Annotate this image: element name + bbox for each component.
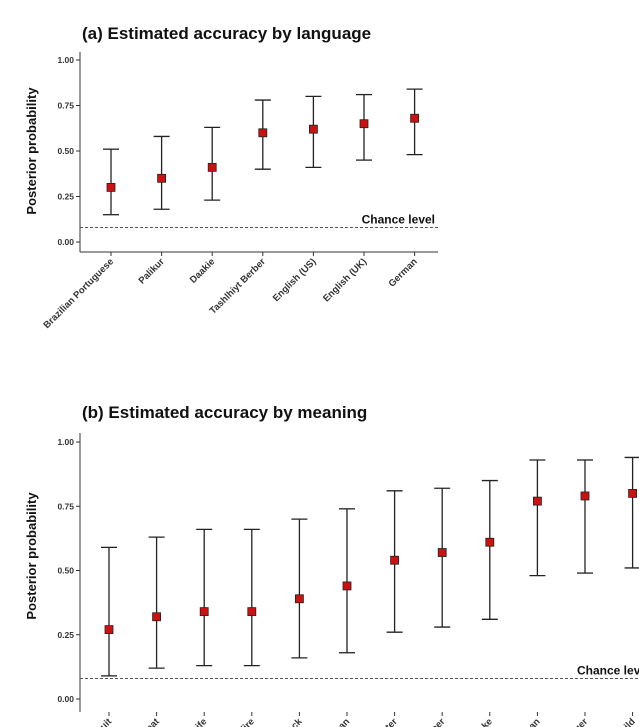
x-tick-label: knife <box>186 716 209 727</box>
panel-b-y-axis-label: Posterior probability <box>24 492 39 620</box>
y-tick-label: 0.25 <box>57 192 74 202</box>
panel-a-y-ticks: 0.00 0.25 0.50 0.75 1.00 <box>57 55 80 247</box>
y-tick-label: 1.00 <box>57 437 74 447</box>
estimate-point <box>390 555 400 565</box>
estimate-point <box>106 182 116 192</box>
estimate-point <box>247 607 257 617</box>
panel-b-marks <box>101 456 639 677</box>
estimate-point <box>580 491 590 501</box>
panel-a-title: (a) Estimated accuracy by language <box>82 24 371 43</box>
estimate-point <box>485 537 495 547</box>
x-tick-label: Daakie <box>188 256 217 285</box>
y-tick-label: 0.00 <box>57 237 74 247</box>
panel-a: (a) Estimated accuracy by language Poste… <box>24 24 438 331</box>
y-tick-label: 1.00 <box>57 55 74 65</box>
y-tick-label: 0.50 <box>57 146 74 156</box>
x-tick-label: woman <box>320 716 352 727</box>
y-tick-label: 0.75 <box>57 501 74 511</box>
panel-b-chance-label: Chance lev <box>577 663 639 677</box>
y-tick-label: 0.00 <box>57 694 74 704</box>
x-tick-label: Brazilian Portuguese <box>42 256 117 331</box>
estimate-point <box>437 548 447 557</box>
x-tick-label: snake <box>468 716 495 727</box>
x-tick-label: meat <box>138 716 162 727</box>
estimate-point <box>157 173 167 183</box>
estimate-point <box>410 113 420 123</box>
y-tick-label: 0.75 <box>57 101 74 111</box>
x-tick-label: fruit <box>93 716 114 727</box>
panel-b-x-ticks: fruit meat knife fire rock woman water deer snak… <box>93 712 638 727</box>
panel-a-marks <box>103 88 423 216</box>
estimate-point <box>359 119 369 129</box>
panel-b-y-ticks: 0.00 0.25 0.50 0.75 1.00 <box>57 437 80 704</box>
x-tick-label: Tashlhiyt Berber <box>208 256 269 317</box>
x-tick-label: deer <box>425 716 447 727</box>
estimate-point <box>628 488 637 498</box>
estimate-point <box>207 162 217 172</box>
estimate-point <box>152 612 162 622</box>
estimate-point <box>199 607 209 617</box>
x-tick-label: Palikur <box>137 256 167 286</box>
panel-a-chance-label: Chance level <box>362 212 435 226</box>
estimate-point <box>342 581 352 591</box>
x-tick-label: English (UK) <box>321 256 369 304</box>
panel-b-title: (b) Estimated accuracy by meaning <box>82 403 367 422</box>
panel-b: (b) Estimated accuracy by meaning Poster… <box>24 403 639 727</box>
x-tick-label: man <box>521 716 543 727</box>
estimate-point <box>294 594 304 604</box>
estimate-point <box>104 625 114 635</box>
x-tick-label: German <box>387 256 420 289</box>
estimate-point <box>533 496 542 506</box>
panel-a-x-ticks: Brazilian Portuguese Palikur DaakieTashlhi… <box>42 252 420 331</box>
x-tick-label: fire <box>239 716 257 727</box>
y-tick-label: 0.50 <box>57 566 74 576</box>
x-tick-label: water <box>374 716 400 727</box>
panel-a-y-axis-label: Posterior probability <box>24 87 39 215</box>
x-tick-label: rock <box>283 716 305 727</box>
estimate-point <box>308 124 318 134</box>
y-tick-label: 0.25 <box>57 630 74 640</box>
x-tick-label: tiger <box>568 716 591 727</box>
estimate-point <box>258 128 268 138</box>
x-tick-label: English (US) <box>271 256 319 304</box>
x-tick-label: child <box>614 716 638 727</box>
